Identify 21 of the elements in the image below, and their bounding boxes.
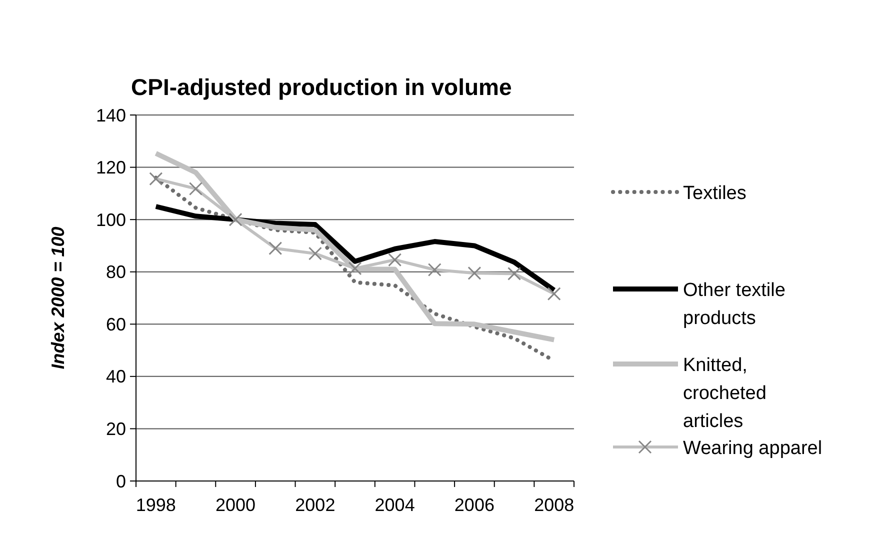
- y-tick-label: 40: [106, 366, 126, 387]
- y-tick-label: 0: [116, 471, 126, 492]
- y-tick-label: 80: [106, 262, 126, 282]
- y-axis-title: Index 2000 = 100: [48, 226, 68, 370]
- chart-title: CPI‑adjusted production in volume: [131, 74, 512, 100]
- point: [228, 212, 242, 226]
- legend-label: Other textile products: [683, 280, 786, 329]
- y-tick-label: 140: [96, 105, 126, 126]
- legend-label: Textiles: [683, 183, 746, 204]
- y-tick-label: 60: [106, 314, 126, 334]
- y-tick-label: 100: [96, 210, 126, 230]
- x-tick-label: 2004: [374, 495, 415, 515]
- x-tick-label: 1998: [136, 495, 176, 515]
- legend-label: Wearing apparel: [683, 438, 822, 459]
- y-tick-label: 20: [106, 419, 126, 440]
- x-tick-label: 2000: [216, 495, 256, 515]
- x-tick-label: 2002: [295, 495, 336, 515]
- x-tick-label: 2008: [534, 495, 574, 515]
- legend-label: Knitted, crocheted articles: [683, 355, 766, 432]
- x-tick-label: 2006: [454, 495, 494, 515]
- y-tick-label: 120: [96, 158, 126, 178]
